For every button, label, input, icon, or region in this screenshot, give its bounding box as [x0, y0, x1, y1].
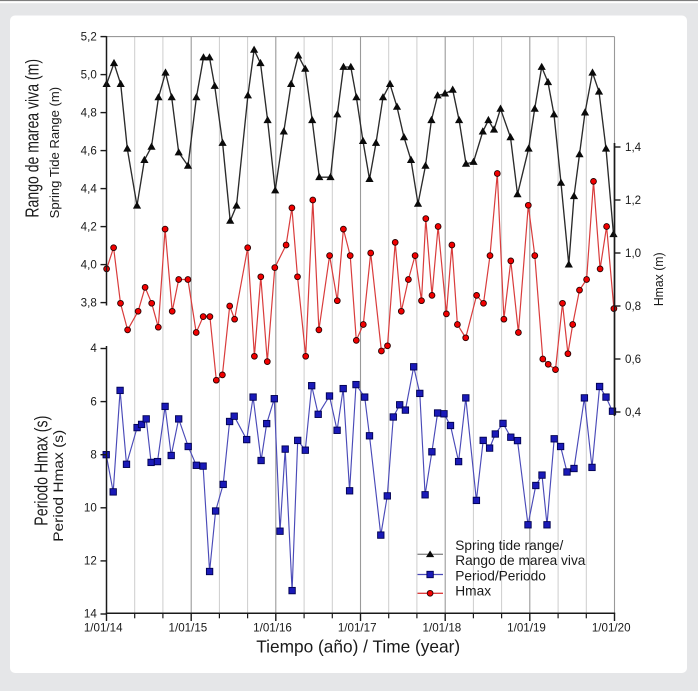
- svg-text:1/01/19: 1/01/19: [507, 622, 546, 635]
- svg-text:1/01/15: 1/01/15: [169, 622, 208, 635]
- svg-text:Hmax (m): Hmax (m): [652, 252, 666, 306]
- svg-text:Period Hmax (s): Period Hmax (s): [51, 430, 66, 542]
- svg-text:1,2: 1,2: [625, 194, 641, 207]
- svg-text:4: 4: [90, 342, 97, 355]
- svg-text:4,4: 4,4: [81, 182, 98, 195]
- svg-text:Rango de marea viva: Rango de marea viva: [455, 553, 585, 568]
- svg-text:8: 8: [90, 448, 96, 461]
- svg-text:5,0: 5,0: [81, 68, 97, 81]
- svg-text:Rango de marea viva (m): Rango de marea viva (m): [23, 59, 43, 218]
- svg-text:6: 6: [90, 395, 96, 408]
- svg-text:0,8: 0,8: [625, 300, 641, 313]
- svg-text:1,0: 1,0: [625, 247, 641, 260]
- svg-text:4,6: 4,6: [81, 144, 97, 157]
- svg-text:3,8: 3,8: [81, 296, 97, 309]
- svg-text:Hmax: Hmax: [455, 584, 491, 599]
- svg-text:Tiempo (año) / Time (year): Tiempo (año) / Time (year): [256, 637, 460, 657]
- svg-text:14: 14: [84, 608, 97, 621]
- svg-text:Spring Tide Range (m): Spring Tide Range (m): [47, 87, 62, 219]
- svg-text:12: 12: [84, 555, 97, 568]
- svg-text:1/01/17: 1/01/17: [338, 622, 377, 635]
- svg-text:Period/Periodo: Period/Periodo: [455, 568, 546, 583]
- svg-text:1/01/14: 1/01/14: [84, 622, 123, 635]
- svg-text:10: 10: [84, 502, 97, 515]
- svg-text:Spring tide range/: Spring tide range/: [455, 538, 563, 553]
- svg-text:1/01/20: 1/01/20: [592, 622, 631, 635]
- svg-text:5,2: 5,2: [81, 30, 97, 43]
- svg-text:1,4: 1,4: [625, 141, 642, 154]
- svg-text:0,6: 0,6: [625, 353, 641, 366]
- svg-text:1/01/18: 1/01/18: [423, 622, 462, 635]
- svg-text:0,4: 0,4: [625, 406, 642, 419]
- svg-text:4,0: 4,0: [81, 258, 97, 271]
- svg-text:1/01/16: 1/01/16: [253, 622, 292, 635]
- svg-text:4,8: 4,8: [81, 106, 97, 119]
- svg-text:Periodo Hmax (s): Periodo Hmax (s): [32, 416, 52, 526]
- svg-text:4,2: 4,2: [81, 220, 97, 233]
